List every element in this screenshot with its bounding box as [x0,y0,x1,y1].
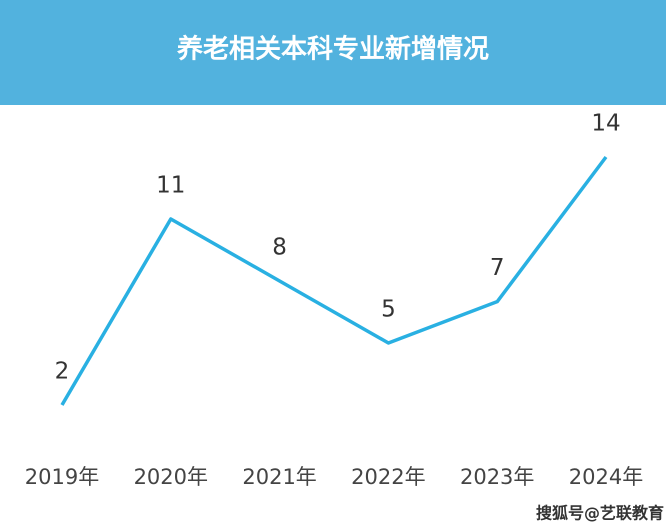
x-tick-label: 2023年 [460,465,534,489]
value-label: 11 [156,173,185,199]
value-label: 8 [272,235,287,261]
value-label: 14 [591,111,620,137]
x-tick-label: 2019年 [25,465,99,489]
x-tick-label: 2021年 [242,465,316,489]
value-label: 5 [381,297,396,323]
chart-title: 养老相关本科专业新增情况 [176,34,489,65]
x-tick-label: 2022年 [351,465,425,489]
x-tick-label: 2024年 [569,465,643,489]
x-tick-label: 2020年 [134,465,208,489]
header-band [0,0,666,105]
watermark: 搜狐号@艺联教育 [536,504,664,523]
value-label: 7 [490,255,505,281]
value-label: 2 [55,359,70,385]
line [60,155,608,406]
